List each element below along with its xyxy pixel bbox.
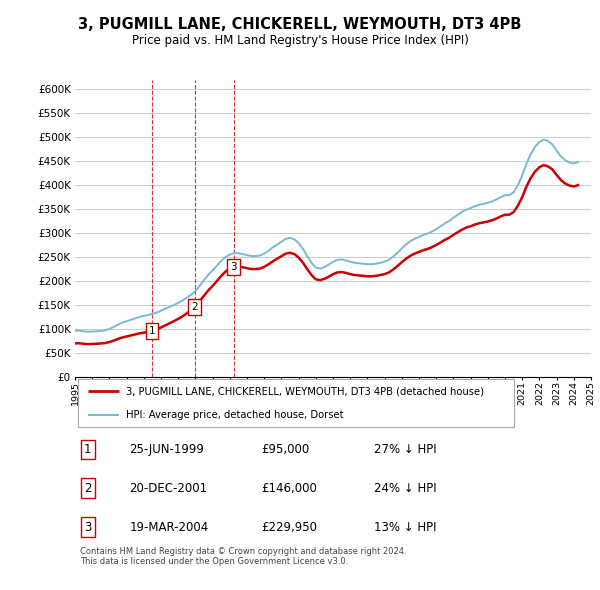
Text: 2: 2	[191, 302, 198, 312]
Text: 1: 1	[84, 443, 92, 456]
Text: £146,000: £146,000	[261, 482, 317, 495]
Text: 25-JUN-1999: 25-JUN-1999	[129, 443, 204, 456]
FancyBboxPatch shape	[77, 379, 514, 427]
Text: HPI: Average price, detached house, Dorset: HPI: Average price, detached house, Dors…	[125, 410, 343, 420]
Text: £95,000: £95,000	[261, 443, 309, 456]
Text: 24% ↓ HPI: 24% ↓ HPI	[374, 482, 437, 495]
Text: 3, PUGMILL LANE, CHICKERELL, WEYMOUTH, DT3 4PB (detached house): 3, PUGMILL LANE, CHICKERELL, WEYMOUTH, D…	[125, 386, 484, 396]
Text: 3: 3	[84, 520, 92, 533]
Text: 2: 2	[84, 482, 92, 495]
Text: Contains HM Land Registry data © Crown copyright and database right 2024.
This d: Contains HM Land Registry data © Crown c…	[80, 547, 407, 566]
Text: 1: 1	[149, 326, 155, 336]
Text: 19-MAR-2004: 19-MAR-2004	[129, 520, 208, 533]
Text: £229,950: £229,950	[261, 520, 317, 533]
Text: 3: 3	[230, 261, 237, 271]
Text: Price paid vs. HM Land Registry's House Price Index (HPI): Price paid vs. HM Land Registry's House …	[131, 34, 469, 47]
Text: 3, PUGMILL LANE, CHICKERELL, WEYMOUTH, DT3 4PB: 3, PUGMILL LANE, CHICKERELL, WEYMOUTH, D…	[79, 17, 521, 31]
Text: 27% ↓ HPI: 27% ↓ HPI	[374, 443, 437, 456]
Text: 13% ↓ HPI: 13% ↓ HPI	[374, 520, 437, 533]
Text: 20-DEC-2001: 20-DEC-2001	[129, 482, 208, 495]
